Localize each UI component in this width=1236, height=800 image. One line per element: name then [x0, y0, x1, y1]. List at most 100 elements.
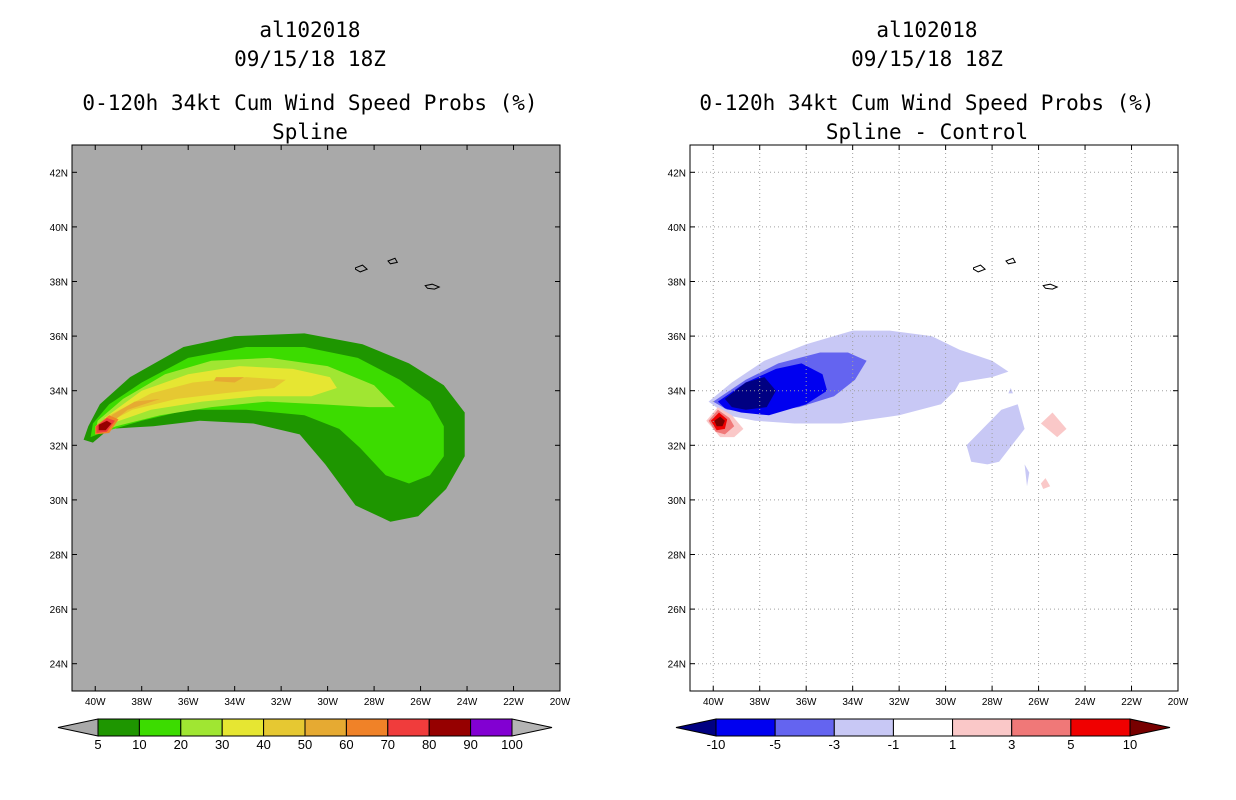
colorbar-box	[180, 718, 223, 737]
colorbar-label: 10	[1123, 737, 1137, 752]
y-tick-label: 38N	[50, 278, 68, 289]
y-tick-label: 36N	[668, 332, 686, 343]
y-tick-label: 40N	[50, 223, 68, 234]
colorbar-box	[774, 718, 835, 737]
contour-region--1	[1024, 464, 1030, 487]
colorbar-label: 10	[132, 737, 146, 752]
colorbar-box	[892, 718, 954, 737]
contour-region--10	[724, 377, 776, 410]
plot-frame	[71, 144, 561, 692]
right-datetime: 09/15/18 18Z	[851, 47, 1003, 71]
contour-region-40	[109, 377, 286, 421]
left-title: 0-120h 34kt Cum Wind Speed Probs (%)	[82, 91, 537, 115]
colorbar-box	[387, 718, 430, 737]
x-tick-label: 36W	[796, 697, 817, 708]
colorbar-box	[428, 718, 472, 737]
x-tick-label: 30W	[935, 697, 956, 708]
y-tick-label: 30N	[668, 496, 686, 507]
y-tick-label: 42N	[668, 168, 686, 179]
x-tick-label: 28W	[982, 697, 1003, 708]
x-tick-label: 20W	[550, 697, 571, 708]
contour-region-1	[1040, 478, 1051, 489]
x-tick-label: 20W	[1168, 697, 1189, 708]
colorbar-label: -10	[707, 737, 726, 752]
island-outline	[355, 264, 369, 273]
x-tick-label: 22W	[1121, 697, 1142, 708]
y-tick-label: 26N	[668, 605, 686, 616]
right-plot-area: 40W 38W 36W 34W 32W 30W 28W 26W 24W 22W 20W 24N 26N 2…	[668, 144, 1189, 708]
y-tick-label: 38N	[668, 278, 686, 289]
colorbar-high-arrow	[1129, 718, 1171, 737]
colorbar-label: 80	[422, 737, 436, 752]
colorbar-label: -1	[888, 737, 900, 752]
left-storm-id: al102018	[259, 18, 360, 42]
colorbar-label: 60	[339, 737, 353, 752]
contour-region-1	[1040, 412, 1067, 438]
colorbar-box	[345, 718, 389, 737]
y-tick-label: 42N	[50, 168, 68, 179]
colorbar-label: 50	[298, 737, 312, 752]
x-tick-label: 24W	[1075, 697, 1096, 708]
island-outline	[1042, 283, 1059, 290]
colorbar-label: -5	[769, 737, 781, 752]
colorbar-label: 100	[501, 737, 523, 752]
contour-region-50	[213, 377, 244, 383]
left-panel: al102018 09/15/18 18Z 0-120h 34kt Cum Wi…	[50, 18, 571, 752]
colorbar-label: 1	[949, 737, 956, 752]
y-tick-label: 28N	[668, 551, 686, 562]
island-outline	[387, 257, 399, 265]
x-tick-label: 32W	[271, 697, 292, 708]
contour-region--1	[966, 404, 1025, 465]
colorbar-label: 5	[1067, 737, 1074, 752]
colorbar-label: 5	[94, 737, 101, 752]
x-tick-label: 38W	[749, 697, 770, 708]
colorbar-label: 70	[381, 737, 395, 752]
colorbar-box	[715, 718, 776, 737]
colorbar-box	[833, 718, 894, 737]
x-tick-label: 32W	[889, 697, 910, 708]
x-tick-label: 26W	[1028, 697, 1049, 708]
y-tick-label: 32N	[50, 441, 68, 452]
right-subtitle: Spline - Control	[826, 120, 1028, 144]
right-title: 0-120h 34kt Cum Wind Speed Probs (%)	[699, 91, 1154, 115]
x-tick-label: 40W	[85, 697, 106, 708]
colorbar-box	[1070, 718, 1131, 737]
island-outline	[1005, 257, 1017, 265]
x-tick-label: 22W	[503, 697, 524, 708]
left-colorbar: 5 10 20 30 40 50 60 70 80 90 100	[57, 718, 553, 752]
x-tick-label: 34W	[842, 697, 863, 708]
y-tick-label: 40N	[668, 223, 686, 234]
right-panel: al102018 09/15/18 18Z 0-120h 34kt Cum Wi…	[668, 18, 1189, 752]
left-datetime: 09/15/18 18Z	[234, 47, 386, 71]
x-tick-label: 26W	[410, 697, 431, 708]
x-tick-label: 24W	[457, 697, 478, 708]
colorbar-label: 20	[174, 737, 188, 752]
colorbar-label: 3	[1008, 737, 1015, 752]
colorbar-high-arrow	[511, 718, 553, 737]
colorbar-label: 90	[463, 737, 477, 752]
plot-frame	[689, 144, 1179, 692]
x-tick-label: 38W	[131, 697, 152, 708]
x-tick-label: 34W	[224, 697, 245, 708]
y-tick-label: 28N	[50, 551, 68, 562]
y-tick-label: 30N	[50, 496, 68, 507]
y-tick-label: 26N	[50, 605, 68, 616]
left-subtitle: Spline	[272, 120, 348, 144]
y-tick-label: 24N	[50, 660, 68, 671]
colorbar-label: 40	[256, 737, 270, 752]
y-tick-label: 32N	[668, 441, 686, 452]
colorbar-box	[952, 718, 1013, 737]
contour-region-80	[98, 420, 112, 431]
island-outline	[424, 283, 441, 290]
colorbar-label: 30	[215, 737, 229, 752]
x-tick-label: 28W	[364, 697, 385, 708]
y-tick-label: 34N	[668, 387, 686, 398]
y-tick-label: 24N	[668, 660, 686, 671]
colorbar-box	[221, 718, 265, 737]
colorbar-box	[263, 718, 306, 737]
colorbar-box	[304, 718, 347, 737]
x-tick-label: 30W	[317, 697, 338, 708]
x-tick-label: 40W	[703, 697, 724, 708]
colorbar-low-arrow	[675, 718, 717, 737]
